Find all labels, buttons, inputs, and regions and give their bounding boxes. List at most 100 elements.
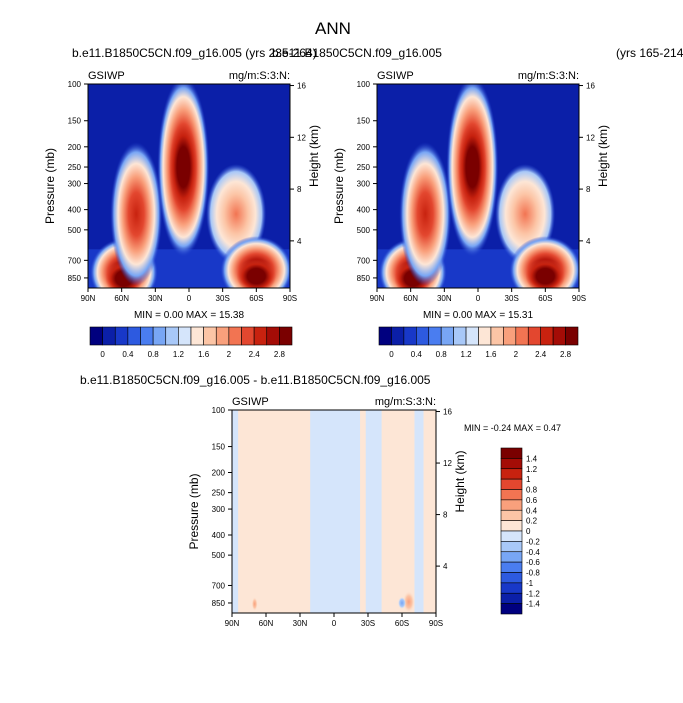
colorbar-box (253, 326, 268, 346)
y-tick-label: 300 (212, 505, 226, 514)
colorbar-box (378, 326, 392, 346)
x-tick-label: 30S (216, 294, 230, 303)
colorbar-box (500, 509, 523, 521)
colorbar-box (140, 326, 154, 346)
x-tick-label: 90N (81, 294, 96, 303)
colorbar-box (89, 326, 103, 346)
colorbar-label: 0.8 (148, 350, 160, 359)
colorbar-box (391, 326, 405, 346)
y2-tick-label: 12 (443, 459, 452, 468)
colorbar-box (127, 326, 141, 346)
y2-tick-label: 4 (586, 237, 591, 246)
y-tick-label: 300 (357, 180, 371, 189)
colorbar-label: 2.8 (274, 350, 286, 359)
colorbar-label: 1.2 (526, 465, 538, 474)
feature-peak-4 (236, 259, 277, 288)
figure-title: ANN (315, 19, 351, 38)
y-tick-label: 100 (68, 80, 82, 89)
units-label: mg/m:S:3:N: (518, 70, 579, 82)
colorbar-label: -0.6 (526, 558, 540, 567)
colorbar-label: 0.8 (436, 350, 448, 359)
y-tick-label: 850 (212, 599, 226, 608)
right-panel: GSIWP mg/m:S:3:N: 90N 60N 30N 0 30S 60S 90S 100 15… (332, 70, 610, 359)
colorbar-box (215, 326, 230, 346)
colorbar-box (500, 592, 523, 604)
negative-band-2 (310, 410, 317, 613)
colorbar-label: 1.4 (526, 454, 538, 463)
x-tick-label: 30S (505, 294, 519, 303)
colorbar-label: -1.2 (526, 589, 540, 598)
feature-1 (399, 142, 452, 287)
y-tick-label: 700 (212, 581, 226, 590)
colorbar-box (165, 326, 179, 346)
colorbar-box (266, 326, 280, 346)
x-tick-label: 0 (187, 294, 192, 303)
colorbar-label: -0.4 (526, 548, 540, 557)
x-tick-label: 90S (283, 294, 297, 303)
colorbar-box (428, 326, 442, 346)
y2-tick-label: 8 (586, 185, 591, 194)
x-tick-label: 30N (293, 619, 308, 628)
y-tick-label: 200 (357, 143, 371, 152)
left-panel: GSIWP mg/m:S:3:N: 90N 60N 30N 0 30S 60S 90S 100 15… (43, 70, 321, 359)
y-tick-label: 300 (68, 180, 82, 189)
feature-nh-spot (251, 597, 258, 612)
x-tick-label: 60N (259, 619, 274, 628)
colorbar-box (453, 326, 467, 346)
colorbar-label: 1.6 (485, 350, 497, 359)
units-label: mg/m:S:3:N: (375, 396, 436, 408)
negative-band-1 (365, 410, 382, 613)
colorbar-label: 1.6 (198, 350, 210, 359)
y2-tick-label: 8 (297, 185, 302, 194)
y-tick-label: 400 (357, 206, 371, 215)
y2-tick-label: 16 (297, 82, 306, 91)
y2-tick-label: 4 (297, 237, 302, 246)
y-tick-label: 150 (212, 443, 226, 452)
y-tick-label: 250 (212, 489, 226, 498)
colorbar-label: 0.6 (526, 496, 538, 505)
colorbar-label: 2 (227, 350, 232, 359)
x-tick-label: 60N (114, 294, 129, 303)
x-tick-label: 60S (395, 619, 409, 628)
colorbar-box (190, 326, 204, 346)
x-tick-label: 0 (476, 294, 481, 303)
colorbar-label: 2 (514, 350, 519, 359)
y-tick-label: 400 (68, 206, 82, 215)
colorbar-label: -1 (526, 579, 534, 588)
y2-tick-label: 4 (443, 562, 448, 571)
y-tick-label: 500 (357, 226, 371, 235)
units-label: mg/m:S:3:N: (229, 70, 290, 82)
colorbar-box (515, 326, 529, 346)
colorbar-label: 2.4 (249, 350, 261, 359)
variable-label: GSIWP (377, 70, 414, 82)
colorbar-box (540, 326, 554, 346)
colorbar-label: 2.4 (535, 350, 547, 359)
difference-panel: GSIWP mg/m:S:3:N:90N 60N 30N 0 30S 60S 90S10015… (187, 396, 561, 628)
x-tick-label: 30N (148, 294, 163, 303)
colorbar-box (500, 447, 523, 459)
x-tick-label: 30N (437, 294, 452, 303)
x-tick-label: 60S (249, 294, 263, 303)
y-tick-label: 250 (357, 163, 371, 172)
colorbar-box (500, 458, 523, 470)
y-tick-label: 700 (357, 256, 371, 265)
y-axis-title: Pressure (mb) (332, 148, 346, 224)
y2-axis-title: Height (km) (453, 450, 467, 512)
colorbar-label: 0 (389, 350, 394, 359)
colorbar-label: 2.8 (560, 350, 572, 359)
colorbar-label: 0.2 (526, 517, 538, 526)
colorbar-box (279, 326, 293, 346)
min-max-text: MIN = -0.24 MAX = 0.47 (464, 423, 561, 433)
y2-tick-label: 12 (297, 133, 306, 142)
colorbar-box (241, 326, 255, 346)
variable-label: GSIWP (232, 396, 269, 408)
y2-axis-title: Height (km) (307, 125, 321, 187)
colorbar-box (465, 326, 479, 346)
colorbar-box (203, 326, 217, 346)
colorbar-box (565, 326, 579, 346)
colorbar-label: 0.4 (122, 350, 134, 359)
y2-tick-label: 12 (586, 133, 595, 142)
colorbar-box (500, 499, 523, 511)
colorbar-box (500, 561, 523, 573)
colorbar-box (500, 489, 523, 501)
